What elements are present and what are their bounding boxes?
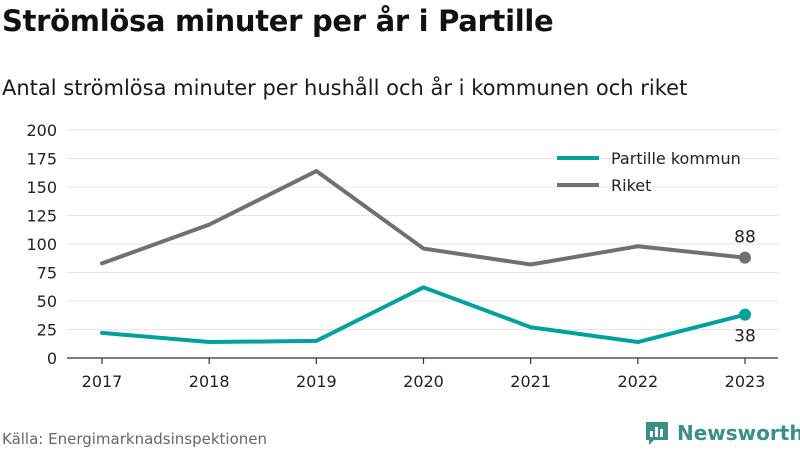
y-tick-label: 25 [37,321,57,340]
series-layer [100,169,751,345]
data-label-partille-2023: 38 [734,327,756,347]
series-endpoint-riket [739,251,751,264]
legend: Partille kommun Riket [557,149,741,195]
y-tick-label: 175 [26,150,57,169]
chart-title: Strömlösa minuter per år i Partille [2,4,554,38]
data-label-riket-2023: 88 [734,228,756,248]
y-tick-label: 75 [37,264,57,283]
x-tick-label: 2017 [82,372,123,391]
brand-name: Newsworthy [677,421,800,445]
y-tick-label: 0 [47,349,57,368]
legend-label: Partille kommun [611,149,741,168]
x-tick-label: 2018 [189,372,230,391]
y-axis-ticks: 0 25 50 75 100 125 150 175 200 [26,121,57,368]
chart-subtitle: Antal strömlösa minuter per hushåll och … [2,76,688,100]
legend-label: Riket [611,176,651,195]
y-tick-label: 125 [26,207,57,226]
x-tick-label: 2023 [725,372,766,391]
series-line-partille [100,285,747,345]
x-tick-label: 2020 [403,372,444,391]
y-tick-label: 100 [26,235,57,254]
bar-chart-logo-icon [646,422,668,445]
series-line-riket [100,169,747,267]
brand-logo: Newsworthy [644,420,800,446]
x-tick-label: 2019 [296,372,337,391]
x-tick-label: 2022 [617,372,658,391]
y-tick-label: 150 [26,178,57,197]
y-tick-label: 200 [26,121,57,140]
data-label-layer: 38 88 [734,228,756,347]
x-tick-label: 2021 [510,372,551,391]
grid-layer [67,129,778,359]
source-note: Källa: Energimarknadsinspektionen [2,430,268,448]
y-tick-label: 50 [37,292,57,311]
series-endpoint-partille [739,308,751,321]
x-axis-ticks: 2017 2018 2019 2020 2021 2022 2023 [82,358,766,391]
